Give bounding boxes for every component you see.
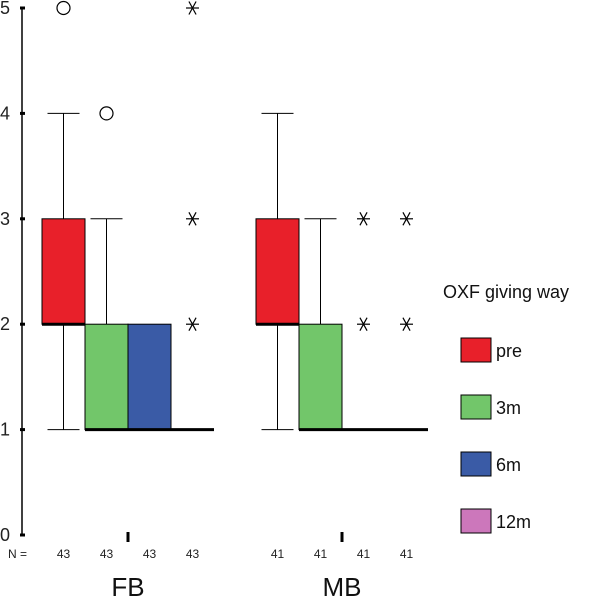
y-tick-label-1: 1 (0, 420, 10, 440)
n-label-FB-pre: 43 (57, 547, 71, 561)
extreme-stroke (188, 212, 197, 226)
n-label-MB-3m: 41 (314, 547, 328, 561)
extreme-MB-6m-2 (357, 317, 370, 331)
extreme-stroke (188, 1, 197, 15)
box-FB-pre (41, 218, 86, 325)
legend-label-6m: 6m (496, 455, 521, 475)
y-tick-label-2: 2 (0, 314, 10, 334)
n-label-FB-12m: 43 (186, 547, 200, 561)
extreme-MB-6m-3 (357, 212, 370, 226)
extreme-stroke (188, 317, 197, 331)
extreme-stroke (359, 317, 368, 331)
extreme-MB-12m-2 (400, 317, 413, 331)
n-label-MB-pre: 41 (271, 547, 285, 561)
n-prefix-label: N = (8, 547, 27, 561)
group-label-FB: FB (111, 572, 144, 602)
legend-label-3m: 3m (496, 398, 521, 418)
outlier-FB-3m-4 (99, 106, 114, 121)
n-label-FB-6m: 43 (143, 547, 157, 561)
extreme-stroke (402, 212, 411, 226)
y-tick-label-5: 5 (0, 0, 10, 18)
outlier-FB-pre-5 (56, 0, 71, 16)
n-label-FB-3m: 43 (100, 547, 114, 561)
y-tick-label-3: 3 (0, 209, 10, 229)
box-MB-3m (298, 323, 343, 431)
box-FB-3m (84, 323, 129, 431)
group-label-MB: MB (323, 572, 362, 602)
plot-area (41, 0, 428, 432)
extreme-stroke (359, 212, 368, 226)
y-tick-label-4: 4 (0, 103, 10, 123)
y-axis: 0 1 2 3 4 5 (0, 0, 25, 545)
legend-label-pre: pre (496, 341, 522, 361)
legend-swatch-3m (460, 394, 492, 420)
legend: OXF giving way pre 3m 6m 12m (443, 282, 569, 534)
legend-label-12m: 12m (496, 512, 531, 532)
box-FB-6m (127, 323, 172, 431)
extreme-stroke (402, 317, 411, 331)
extreme-FB-12m-2 (186, 317, 199, 331)
legend-title: OXF giving way (443, 282, 569, 302)
legend-swatch-12m (460, 508, 492, 534)
y-tick-label-0: 0 (0, 525, 10, 545)
n-label-MB-12m: 41 (400, 547, 414, 561)
box-MB-pre (255, 218, 300, 325)
extreme-FB-12m-5 (186, 1, 199, 15)
x-axis-labels: 43 43 43 43 FB 41 41 41 41 MB N = (8, 532, 413, 602)
extreme-MB-12m-3 (400, 212, 413, 226)
n-label-MB-6m: 41 (357, 547, 371, 561)
legend-swatch-6m (460, 451, 492, 477)
legend-swatch-pre (460, 337, 492, 363)
extreme-FB-12m-3 (186, 212, 199, 226)
